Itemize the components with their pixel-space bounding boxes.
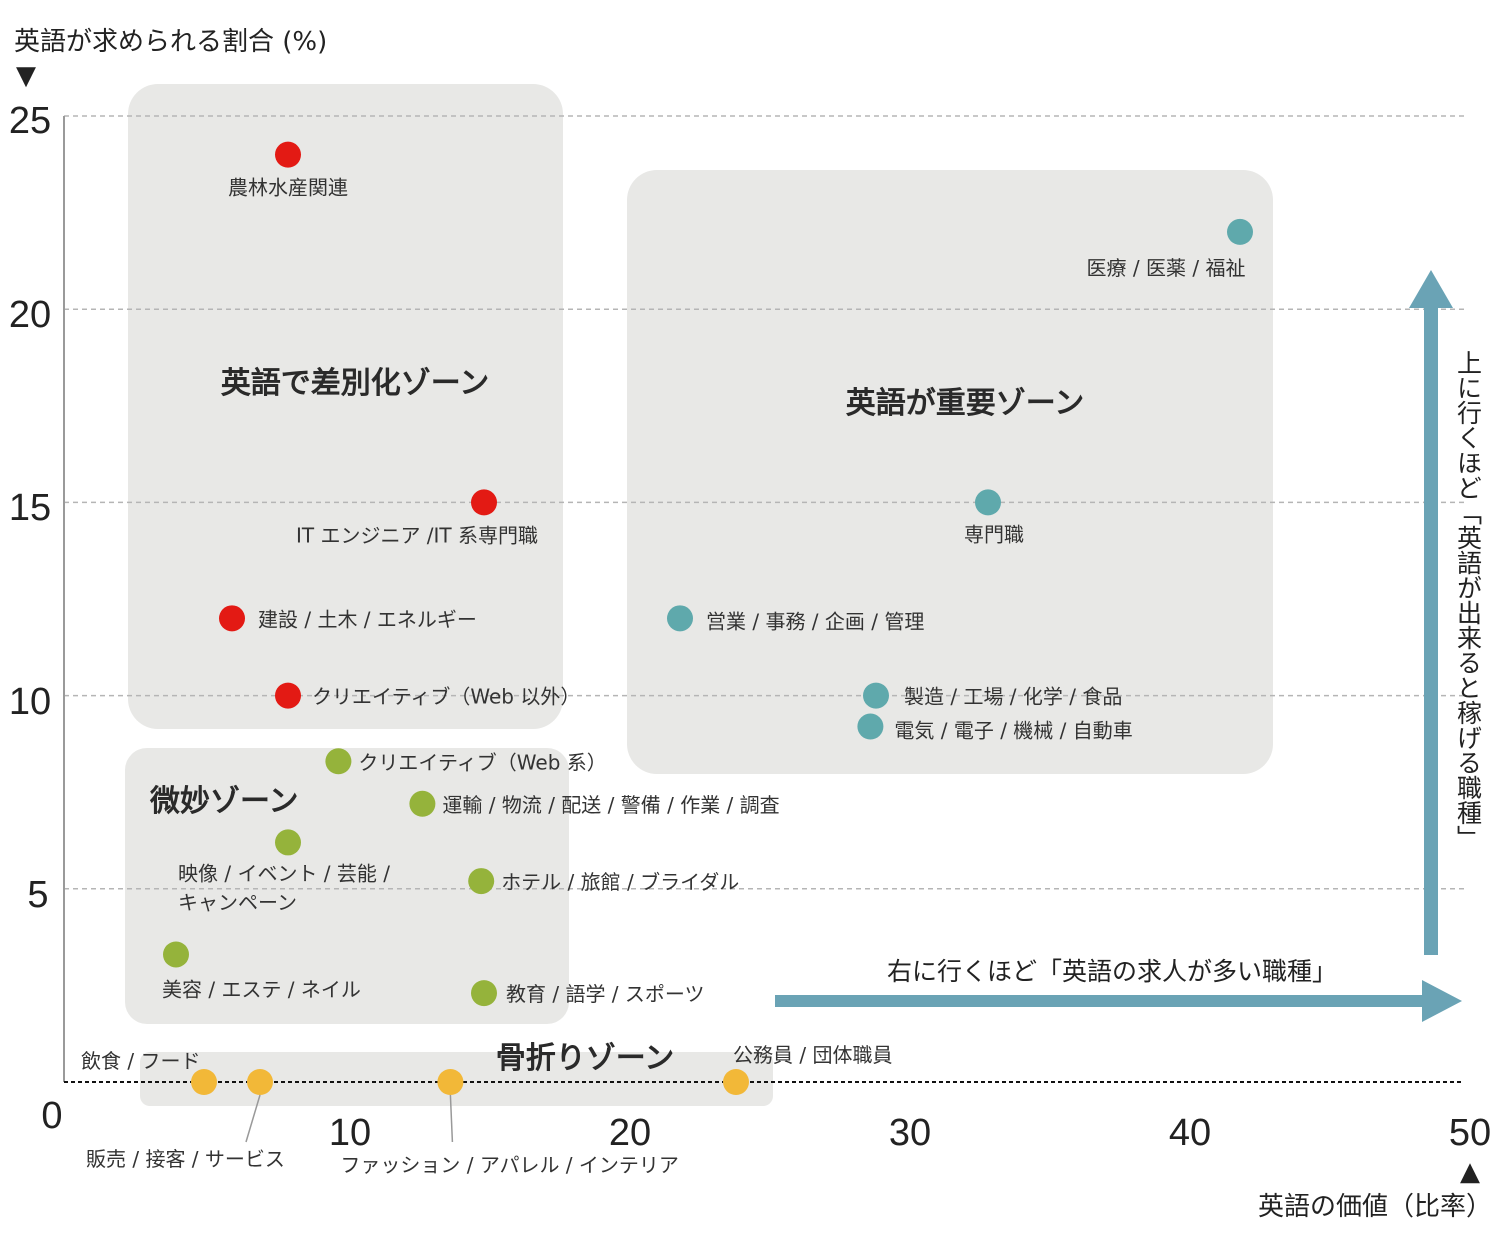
x-axis-marker: ▲ <box>1460 1157 1480 1187</box>
data-point-label: 医療 / 医薬 / 福祉 <box>1087 256 1246 280</box>
leader-line <box>449 1094 454 1143</box>
y-axis-title: 英語が求められる割合 (%) <box>14 27 327 57</box>
data-point-label: 建設 / 土木 / エネルギー <box>258 607 477 631</box>
data-point-label: クリエイティブ（Web 以外） <box>312 685 580 709</box>
data-point <box>219 605 245 632</box>
data-point <box>247 1069 273 1095</box>
data-point-label: クリエイティブ（Web 系） <box>358 750 606 774</box>
data-point <box>857 713 884 740</box>
right-arrow-head <box>1422 980 1462 1022</box>
data-point <box>975 489 1001 516</box>
data-point-label: IT エンジニア /IT 系専門職 <box>296 523 538 547</box>
right-arrow-label: 右に行くほど「英語の求人が多い職種」 <box>887 957 1337 986</box>
leader-lines <box>245 1094 454 1143</box>
data-point <box>275 829 301 856</box>
data-point-label: 映像 / イベント / 芸能 /キャンペーン <box>178 861 390 914</box>
y-axis-marker: ▼ <box>16 61 36 91</box>
data-point <box>437 1069 464 1095</box>
data-point-label: 公務員 / 団体職員 <box>733 1043 892 1067</box>
right-arrow <box>775 980 1462 1022</box>
data-point-label: ホテル / 旅館 / ブライダル <box>501 870 739 894</box>
data-point-label: 美容 / エステ / ネイル <box>162 977 361 1001</box>
data-point-label: 農林水産関連 <box>228 176 348 200</box>
zone-label-subtle: 微妙ゾーン <box>149 784 299 819</box>
data-point <box>409 790 436 817</box>
data-point <box>275 141 301 168</box>
zone-label-laborious: 骨折りゾーン <box>496 1041 675 1076</box>
y-tick-label: 15 <box>9 487 51 529</box>
leader-line <box>245 1094 261 1143</box>
right-arrow-shaft <box>775 995 1425 1007</box>
x-tick-labels: 0 10 20 30 40 50 <box>41 1095 1491 1154</box>
data-point-label: 運輸 / 物流 / 配送 / 警備 / 作業 / 調査 <box>442 793 779 817</box>
x-tick-label: 40 <box>1169 1112 1211 1154</box>
y-tick-label: 10 <box>9 681 51 723</box>
data-point <box>275 682 301 709</box>
x-tick-label: 50 <box>1449 1112 1491 1154</box>
data-point-label: 教育 / 語学 / スポーツ <box>506 982 705 1006</box>
data-point <box>1227 218 1253 245</box>
data-point-label: 電気 / 電子 / 機械 / 自動車 <box>894 719 1132 743</box>
y-tick-labels: 25 20 15 10 5 <box>9 100 51 916</box>
data-point <box>723 1069 749 1095</box>
data-point-label: 製造 / 工場 / 化学 / 食品 <box>904 685 1122 709</box>
data-point <box>863 682 889 709</box>
zone-bg-differentiation <box>128 84 563 729</box>
data-point-label: ファッション / アパレル / インテリア <box>340 1153 679 1177</box>
up-arrow-label: 上に行くほど「英語が出来ると稼げる職種」 <box>1454 350 1483 850</box>
up-arrow-shaft <box>1424 305 1438 955</box>
data-point <box>191 1069 217 1095</box>
x-tick-label: 30 <box>889 1112 931 1154</box>
data-point-label: 販売 / 接客 / サービス <box>86 1147 285 1171</box>
data-point <box>667 605 693 632</box>
data-point-label: 専門職 <box>964 522 1024 546</box>
data-point <box>325 748 352 775</box>
y-tick-label: 20 <box>9 294 51 336</box>
data-point <box>163 941 189 968</box>
zone-label-differentiation: 英語で差別化ゾーン <box>221 366 490 401</box>
data-points <box>163 141 1253 1095</box>
data-point-label: 営業 / 事務 / 企画 / 管理 <box>706 609 924 633</box>
y-tick-label: 5 <box>27 874 48 916</box>
x-tick-label: 20 <box>609 1112 651 1154</box>
data-point <box>471 980 497 1007</box>
y-tick-label: 25 <box>9 100 51 142</box>
up-arrow <box>1409 270 1453 955</box>
zone-bg-subtle <box>125 748 569 1024</box>
up-arrow-head <box>1409 270 1453 308</box>
data-point <box>471 489 497 516</box>
x-axis-title: 英語の価値（比率） <box>1258 1192 1492 1222</box>
x-tick-label: 10 <box>329 1112 371 1154</box>
zone-bg-important <box>627 170 1273 774</box>
data-point-label: 飲食 / フード <box>81 1049 200 1073</box>
data-point <box>468 868 495 895</box>
zone-label-important: 英語が重要ゾーン <box>846 386 1085 421</box>
x-tick-label: 0 <box>41 1095 62 1137</box>
